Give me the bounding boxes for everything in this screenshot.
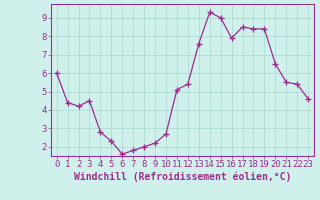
X-axis label: Windchill (Refroidissement éolien,°C): Windchill (Refroidissement éolien,°C): [74, 172, 291, 182]
